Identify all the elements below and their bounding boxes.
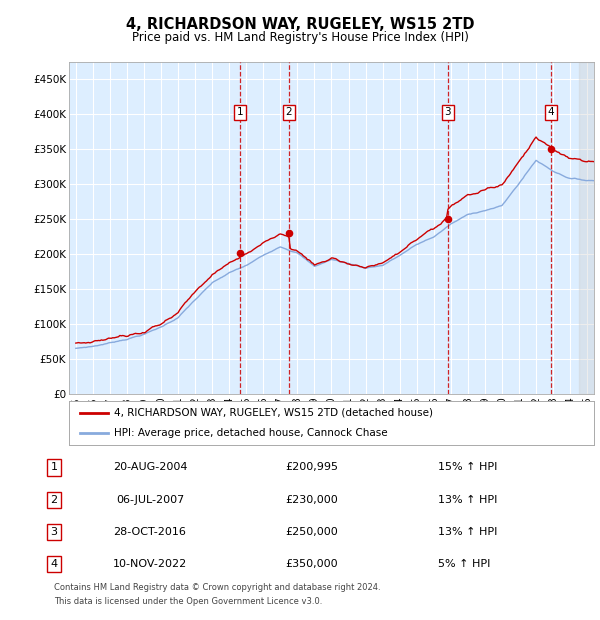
Text: HPI: Average price, detached house, Cannock Chase: HPI: Average price, detached house, Cann… xyxy=(113,428,387,438)
Point xyxy=(546,144,556,154)
Bar xyxy=(578,62,600,394)
Text: 13% ↑ HPI: 13% ↑ HPI xyxy=(438,527,497,537)
Point xyxy=(284,228,294,238)
Text: 2: 2 xyxy=(50,495,58,505)
Text: 28-OCT-2016: 28-OCT-2016 xyxy=(113,527,187,537)
Text: 20-AUG-2004: 20-AUG-2004 xyxy=(113,463,187,472)
Text: This data is licensed under the Open Government Licence v3.0.: This data is licensed under the Open Gov… xyxy=(54,597,322,606)
Text: 4: 4 xyxy=(547,107,554,117)
Text: 3: 3 xyxy=(50,527,58,537)
Point xyxy=(235,249,245,259)
Text: 1: 1 xyxy=(236,107,243,117)
Text: 4, RICHARDSON WAY, RUGELEY, WS15 2TD: 4, RICHARDSON WAY, RUGELEY, WS15 2TD xyxy=(126,17,474,32)
Text: 1: 1 xyxy=(50,463,58,472)
Text: 4, RICHARDSON WAY, RUGELEY, WS15 2TD (detached house): 4, RICHARDSON WAY, RUGELEY, WS15 2TD (de… xyxy=(113,407,433,418)
Text: 3: 3 xyxy=(445,107,451,117)
Text: Contains HM Land Registry data © Crown copyright and database right 2024.: Contains HM Land Registry data © Crown c… xyxy=(54,583,380,593)
Text: 5% ↑ HPI: 5% ↑ HPI xyxy=(438,559,490,569)
Text: 10-NOV-2022: 10-NOV-2022 xyxy=(113,559,187,569)
Text: 06-JUL-2007: 06-JUL-2007 xyxy=(116,495,184,505)
Text: £200,995: £200,995 xyxy=(286,463,338,472)
Text: £230,000: £230,000 xyxy=(286,495,338,505)
Text: Price paid vs. HM Land Registry's House Price Index (HPI): Price paid vs. HM Land Registry's House … xyxy=(131,31,469,43)
Text: 2: 2 xyxy=(286,107,292,117)
Text: £350,000: £350,000 xyxy=(286,559,338,569)
Text: 4: 4 xyxy=(50,559,58,569)
Point xyxy=(443,214,453,224)
Text: 15% ↑ HPI: 15% ↑ HPI xyxy=(438,463,497,472)
Text: 13% ↑ HPI: 13% ↑ HPI xyxy=(438,495,497,505)
Text: £250,000: £250,000 xyxy=(286,527,338,537)
